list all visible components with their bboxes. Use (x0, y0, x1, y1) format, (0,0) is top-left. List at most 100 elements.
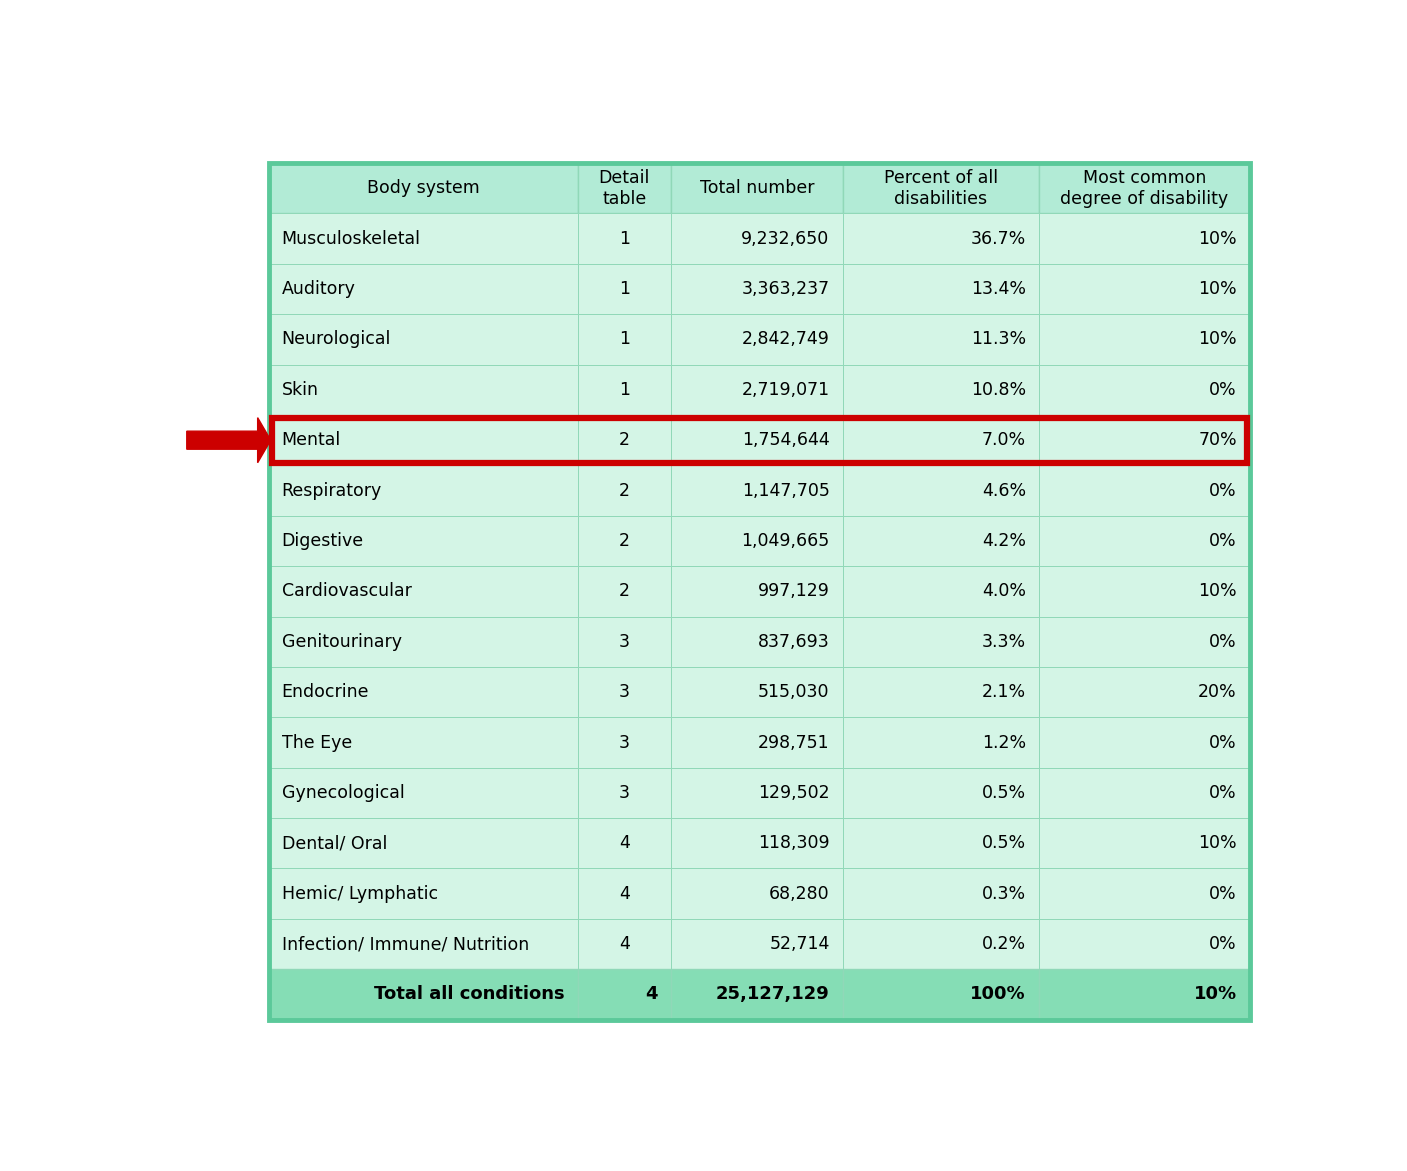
Bar (1038, 415, 1249, 465)
Bar (269, 617, 578, 667)
Bar (1038, 819, 1249, 869)
Bar (671, 667, 843, 718)
Bar (269, 919, 578, 970)
Text: 2.1%: 2.1% (982, 683, 1026, 701)
Text: 1,147,705: 1,147,705 (741, 481, 830, 500)
Bar (269, 768, 578, 819)
Bar (671, 465, 843, 515)
Bar (578, 718, 671, 768)
Text: 837,693: 837,693 (758, 632, 830, 651)
Bar (843, 667, 1038, 718)
Text: 4.6%: 4.6% (982, 481, 1026, 500)
Bar (671, 515, 843, 566)
Bar (1038, 919, 1249, 970)
Bar (269, 819, 578, 869)
Text: 20%: 20% (1199, 683, 1237, 701)
Bar (578, 465, 671, 515)
Text: Musculoskeletal: Musculoskeletal (281, 230, 421, 247)
Bar (578, 566, 671, 617)
Bar (843, 213, 1038, 263)
Bar (671, 718, 843, 768)
Bar (1038, 163, 1249, 213)
Bar (843, 415, 1038, 465)
Bar (1038, 970, 1249, 1020)
Text: 0%: 0% (1209, 733, 1237, 752)
Text: Total number: Total number (699, 179, 815, 197)
Text: 10%: 10% (1199, 230, 1237, 247)
Bar (269, 465, 578, 515)
Bar (269, 314, 578, 364)
Text: 0%: 0% (1209, 936, 1237, 953)
Text: 3,363,237: 3,363,237 (741, 280, 830, 299)
Bar (578, 314, 671, 364)
Text: 68,280: 68,280 (770, 884, 830, 903)
Text: Hemic/ Lymphatic: Hemic/ Lymphatic (281, 884, 438, 903)
Text: 70%: 70% (1199, 431, 1237, 450)
Text: Detail
table: Detail table (598, 169, 650, 207)
Bar (269, 263, 578, 314)
Text: Auditory: Auditory (281, 280, 356, 299)
Bar (1038, 364, 1249, 415)
Bar (671, 314, 843, 364)
Text: 10%: 10% (1199, 280, 1237, 299)
Text: 0%: 0% (1209, 783, 1237, 802)
Bar (578, 869, 671, 919)
Text: 36.7%: 36.7% (971, 230, 1026, 247)
Text: 2,719,071: 2,719,071 (741, 381, 830, 399)
Text: 1,049,665: 1,049,665 (741, 532, 830, 550)
Polygon shape (187, 418, 270, 463)
Text: 997,129: 997,129 (758, 582, 830, 601)
Bar (269, 667, 578, 718)
Text: 515,030: 515,030 (758, 683, 830, 701)
Text: 3: 3 (619, 683, 630, 701)
Text: Total all conditions: Total all conditions (374, 986, 564, 1004)
Text: 7.0%: 7.0% (982, 431, 1026, 450)
Text: Cardiovascular: Cardiovascular (281, 582, 411, 601)
Bar (578, 263, 671, 314)
Text: Mental: Mental (281, 431, 340, 450)
Bar (1038, 213, 1249, 263)
Text: 52,714: 52,714 (770, 936, 830, 953)
Bar (1038, 465, 1249, 515)
Text: Body system: Body system (367, 179, 480, 197)
Text: 0%: 0% (1209, 481, 1237, 500)
Bar (1038, 667, 1249, 718)
Bar (269, 718, 578, 768)
Bar (269, 364, 578, 415)
Bar (578, 768, 671, 819)
Text: 4: 4 (619, 936, 630, 953)
Bar (843, 617, 1038, 667)
Bar (269, 163, 578, 213)
Bar (578, 617, 671, 667)
Text: 1: 1 (619, 230, 630, 247)
Bar (843, 566, 1038, 617)
Bar (578, 163, 671, 213)
Text: Endocrine: Endocrine (281, 683, 369, 701)
Text: 10%: 10% (1193, 986, 1237, 1004)
Bar (578, 364, 671, 415)
Bar (578, 970, 671, 1020)
Text: Infection/ Immune/ Nutrition: Infection/ Immune/ Nutrition (281, 936, 529, 953)
Text: Genitourinary: Genitourinary (281, 632, 401, 651)
Bar (843, 718, 1038, 768)
Bar (578, 667, 671, 718)
Bar (843, 768, 1038, 819)
Bar (269, 869, 578, 919)
Text: Most common
degree of disability: Most common degree of disability (1061, 169, 1228, 207)
Bar (671, 213, 843, 263)
Bar (1038, 515, 1249, 566)
Text: 3: 3 (619, 733, 630, 752)
Bar (1038, 566, 1249, 617)
Bar (671, 869, 843, 919)
Bar (578, 919, 671, 970)
Text: 10.8%: 10.8% (971, 381, 1026, 399)
Bar (1038, 869, 1249, 919)
Text: 2,842,749: 2,842,749 (741, 330, 830, 349)
Text: 3.3%: 3.3% (982, 632, 1026, 651)
Text: Percent of all
disabilities: Percent of all disabilities (884, 169, 998, 207)
Bar (269, 970, 578, 1020)
Text: 1: 1 (619, 280, 630, 299)
Text: 100%: 100% (971, 986, 1026, 1004)
Text: Respiratory: Respiratory (281, 481, 381, 500)
Bar (269, 566, 578, 617)
